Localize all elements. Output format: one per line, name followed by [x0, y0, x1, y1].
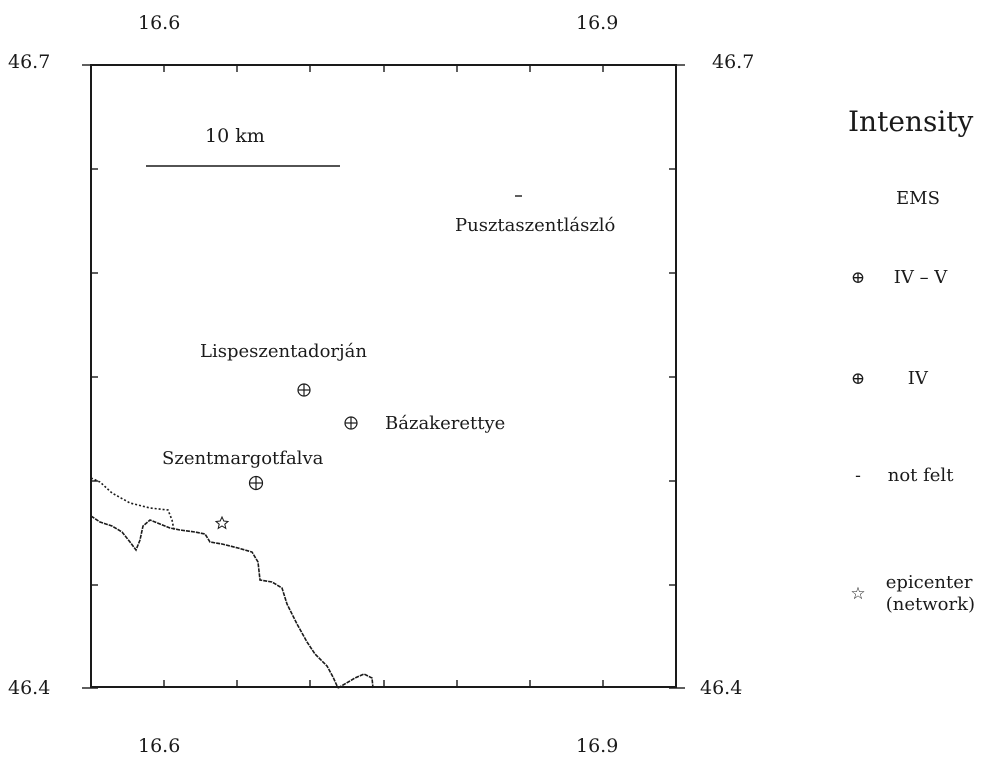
star-icon: ☆: [850, 584, 866, 604]
legend-item-iv-v: ⊕ IV – V: [846, 267, 947, 288]
x-axis-top-label-16.6: 16.6: [138, 12, 181, 34]
place-szentmargotfalva: Szentmargotfalva: [162, 448, 324, 469]
scale-bar-label: 10 km: [205, 125, 265, 147]
legend-item-label-group: epicenter (network): [886, 572, 975, 616]
x-axis-top-label-16.9: 16.9: [576, 12, 619, 34]
place-lispeszentadorjan: Lispeszentadorján: [200, 341, 367, 362]
circle-plus-icon: ⊕: [850, 369, 866, 389]
legend-item-iv: ⊕ IV: [846, 368, 928, 389]
legend-item-label: epicenter: [885, 572, 973, 593]
place-bazakerettye: Bázakerettye: [385, 413, 506, 434]
intensity-marker-szentmargotfalva: [248, 475, 264, 491]
intensity-marker-bazakerettye: [344, 416, 358, 430]
epicenter-star-icon: [214, 515, 230, 530]
dash-icon: -: [855, 466, 861, 486]
y-axis-left-label-46.4: 46.4: [8, 677, 51, 699]
intensity-marker-lispeszentadorjan: [297, 383, 311, 397]
legend-item-epicenter: ☆ epicenter (network): [846, 572, 975, 616]
x-axis-bottom-label-16.6: 16.6: [138, 735, 181, 757]
y-axis-left-label-46.7: 46.7: [8, 51, 51, 73]
y-axis-right-label-46.7: 46.7: [712, 51, 755, 73]
legend-item-label-secondary: (network): [885, 594, 976, 615]
legend-title: Intensity: [848, 105, 974, 138]
place-markers: [214, 195, 522, 530]
country-border-solid: [90, 515, 374, 689]
place-pusztaszentlaszlo: Pusztaszentlászló: [455, 215, 616, 236]
circle-plus-icon: ⊕: [850, 268, 866, 288]
country-border-dotted: [90, 477, 175, 531]
legend-item-label: not felt: [887, 465, 954, 486]
x-axis-bottom-label-16.9: 16.9: [576, 735, 619, 757]
y-axis-right-label-46.4: 46.4: [700, 677, 743, 699]
axis-ticks: [82, 64, 685, 689]
legend-item-label: IV – V: [893, 267, 948, 288]
legend-subtitle: EMS: [896, 188, 940, 209]
legend-item-label: IV: [907, 368, 928, 389]
legend-item-not-felt: - not felt: [846, 465, 953, 486]
